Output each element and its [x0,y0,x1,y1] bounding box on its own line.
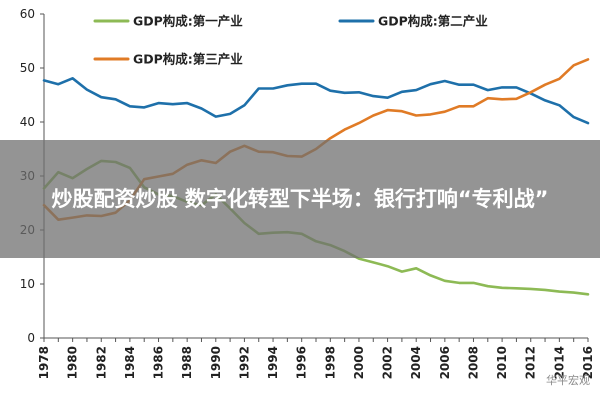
x-tick-label: 2008 [466,346,480,379]
headline-banner: 炒股配资炒股 数字化转型下半场：银行打响“专利战” [0,140,600,258]
x-tick-label: 2000 [352,346,366,379]
x-tick-label: 2014 [552,346,566,379]
x-tick-label: 1986 [152,346,166,379]
source-watermark: 华平宏观 [546,374,590,387]
x-tick-label: 1980 [66,346,80,379]
series-line-2 [42,77,590,125]
x-tick-label: 1994 [266,346,280,379]
x-tick-label: 2010 [495,346,509,379]
x-tick-label: 1990 [209,346,223,379]
headline-text: 炒股配资炒股 数字化转型下半场：银行打响“专利战” [51,186,549,211]
x-tick-label: 1998 [323,346,337,379]
legend-label-1: GDP构成:第一产业 [133,14,243,29]
chart-legend: GDP构成:第一产业 GDP构成:第二产业 GDP构成:第三产业 [93,14,488,67]
x-tick-label: 2004 [409,346,423,379]
x-tick-label: 2016 [581,346,595,379]
y-tick-label: 10 [20,277,35,291]
x-tick-label: 1992 [237,346,251,379]
y-tick-label: 60 [20,7,35,21]
x-tick-label: 2006 [438,346,452,379]
y-tick-label: 50 [20,61,35,75]
x-tick-label: 2012 [524,346,538,379]
legend-label-3: GDP构成:第三产业 [133,52,243,67]
y-tick-label: 0 [27,331,35,345]
x-tick-label: 1982 [94,346,108,379]
x-tick-label: 2002 [381,346,395,379]
x-axis-ticks: 1978 1980 1982 1984 1986 1988 1990 1992 1994 1996… [37,338,595,379]
x-tick-label: 1996 [295,346,309,379]
x-tick-label: 1988 [180,346,194,379]
x-tick-label: 1978 [37,346,51,379]
x-tick-label: 1984 [123,346,137,379]
y-tick-label: 40 [20,115,35,129]
legend-label-2: GDP构成:第二产业 [378,14,488,29]
